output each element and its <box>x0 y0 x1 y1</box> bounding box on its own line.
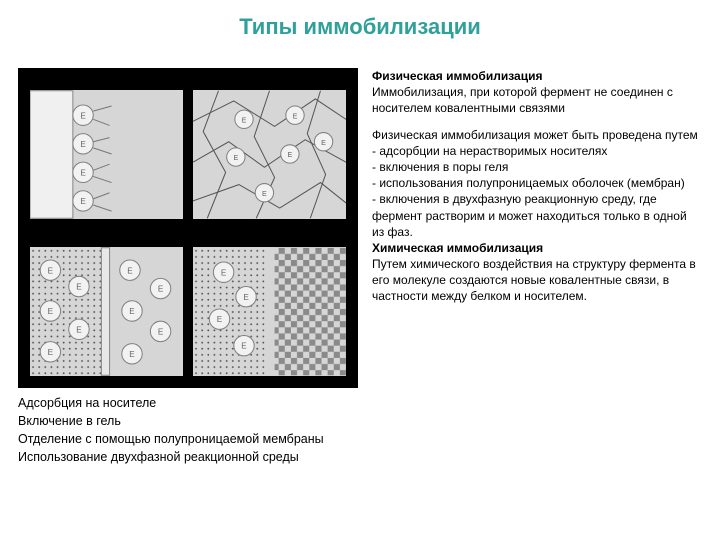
svg-text:E: E <box>233 154 238 162</box>
svg-text:E: E <box>288 151 293 159</box>
svg-text:E: E <box>321 139 326 147</box>
para-chemical: Путем химического воздействия на структу… <box>372 256 702 305</box>
bullet-4: - включения в двухфазную реакционную сре… <box>372 191 702 240</box>
svg-text:E: E <box>262 190 267 198</box>
svg-text:E: E <box>217 315 223 324</box>
svg-text:E: E <box>48 348 54 357</box>
figure-block: E E E E <box>18 68 358 388</box>
svg-text:E: E <box>242 116 247 124</box>
svg-text:E: E <box>221 268 227 277</box>
panel-twophase: E E E E <box>193 247 346 376</box>
svg-text:E: E <box>76 325 82 334</box>
bullet-2: - включения в поры геля <box>372 159 702 175</box>
svg-text:E: E <box>76 283 82 292</box>
svg-text:E: E <box>158 285 164 294</box>
svg-text:E: E <box>243 293 249 302</box>
figure-caption: Адсорбция на носителе Включение в гель О… <box>0 388 720 467</box>
svg-text:E: E <box>158 327 164 336</box>
caption-line-3: Отделение с помощью полупроницаемой мемб… <box>18 430 702 448</box>
text-column: Физическая иммобилизация Иммобилизация, … <box>358 68 702 388</box>
svg-text:E: E <box>48 307 54 316</box>
heading-physical: Физическая иммобилизация <box>372 68 702 84</box>
para-intro: Физическая иммобилизация может быть пров… <box>372 127 702 143</box>
para-def: Иммобилизация, при которой фермент не со… <box>372 84 702 116</box>
caption-line-1: Адсорбция на носителе <box>18 394 702 412</box>
svg-text:E: E <box>241 342 247 351</box>
panel-membrane: E E E E E E E E E E <box>30 247 183 376</box>
svg-text:E: E <box>48 266 54 275</box>
content-row: E E E E <box>0 68 720 388</box>
bullet-3: - использования полупроницаемых оболочек… <box>372 175 702 191</box>
bullet-1: - адсорбции на нерастворимых носителях <box>372 143 702 159</box>
svg-text:E: E <box>80 111 86 120</box>
panel-gel: E E E E E E <box>193 90 346 219</box>
svg-text:E: E <box>293 112 298 120</box>
panel-adsorption: E E E E <box>30 90 183 219</box>
svg-text:E: E <box>129 350 135 359</box>
caption-line-4: Использование двухфазной реакционной сре… <box>18 448 702 466</box>
svg-text:E: E <box>129 307 135 316</box>
svg-text:E: E <box>127 266 133 275</box>
caption-line-2: Включение в гель <box>18 412 702 430</box>
heading-chemical: Химическая иммобилизация <box>372 240 702 256</box>
svg-text:E: E <box>80 197 86 206</box>
svg-text:E: E <box>80 140 86 149</box>
page-title: Типы иммобилизации <box>0 0 720 48</box>
svg-text:E: E <box>80 168 86 177</box>
